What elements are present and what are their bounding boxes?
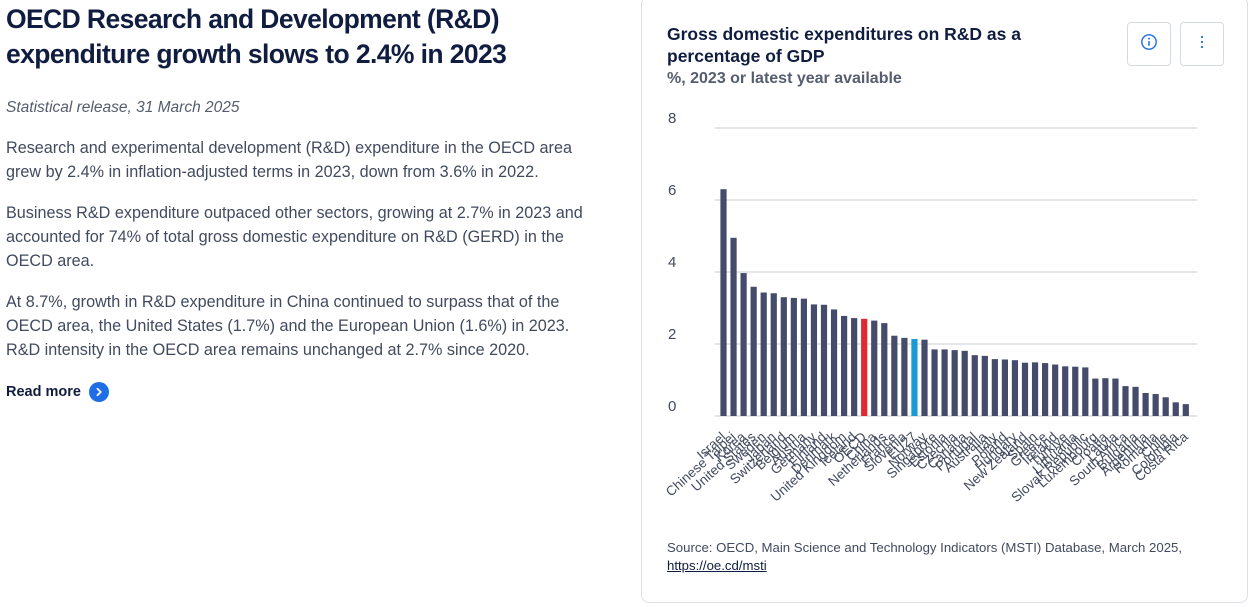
bar-luxembourg xyxy=(1092,378,1099,416)
bar-france xyxy=(891,335,898,416)
bar-lithuania xyxy=(1072,366,1079,416)
paragraph-2: Business R&D expenditure outpaced other … xyxy=(6,204,583,270)
source-text: Source: OECD, Main Science and Technolog… xyxy=(667,540,1183,555)
info-icon xyxy=(1140,33,1158,56)
bar-colombia xyxy=(1172,402,1179,416)
chevron-right-icon xyxy=(88,382,109,402)
bar-china xyxy=(871,320,878,416)
bar-sweden xyxy=(760,292,767,416)
info-button[interactable] xyxy=(1127,22,1171,66)
bar-chinese-taipei xyxy=(730,237,737,416)
bar-belgium xyxy=(790,297,797,416)
bar-denmark xyxy=(830,309,838,416)
bar-australia xyxy=(981,355,988,416)
bar-portugal xyxy=(971,355,978,416)
bar-new-zealand xyxy=(1021,362,1029,416)
bar-united-kingdom xyxy=(841,315,848,416)
y-tick-label: 4 xyxy=(668,254,676,271)
bar-singapore xyxy=(931,349,938,416)
vertical-ellipsis-icon xyxy=(1200,35,1204,54)
bar-italy xyxy=(991,359,998,416)
bar-austria xyxy=(800,298,807,416)
bar-romania xyxy=(1152,394,1159,416)
bar-hungary xyxy=(1011,360,1019,416)
bar-japan xyxy=(770,293,777,416)
bar-greece xyxy=(1042,363,1049,416)
y-tick-label: 8 xyxy=(668,110,676,127)
bar-latvia xyxy=(1112,378,1119,416)
bar-argentina xyxy=(1142,392,1149,416)
bar-ireland xyxy=(1052,364,1059,416)
y-tick-label: 6 xyxy=(668,182,676,199)
paragraph-1: Research and experimental development (R… xyxy=(6,139,572,181)
release-date: Statistical release, 31 March 2025 xyxy=(6,99,240,116)
chart-title: Gross domestic expenditures on R&D as a … xyxy=(667,24,1021,66)
y-tick-label: 2 xyxy=(668,326,676,343)
bar-estonia xyxy=(941,349,948,416)
bar-costa-rica xyxy=(1182,404,1189,416)
bar-switzerland xyxy=(780,297,787,416)
bar-oecd xyxy=(861,318,868,416)
bar-south-africa xyxy=(1122,386,1129,416)
bar-iceland xyxy=(851,318,858,416)
chart-source: Source: OECD, Main Science and Technolog… xyxy=(667,539,1212,575)
bar-turkiye xyxy=(1062,366,1069,416)
article: OECD Research and Development (R&D) expe… xyxy=(6,2,606,402)
bar-norway xyxy=(921,339,928,416)
bar-netherlands xyxy=(881,323,888,416)
chart-card: Gross domestic expenditures on R&D as a … xyxy=(641,0,1248,603)
read-more-link[interactable]: Read more xyxy=(6,382,606,402)
bar-finland xyxy=(820,304,828,416)
bar-canada xyxy=(961,350,968,416)
bar-chile xyxy=(1162,397,1169,416)
read-more-label: Read more xyxy=(6,384,81,400)
more-options-button[interactable] xyxy=(1180,22,1224,66)
paragraph-3: At 8.7%, growth in R&D expenditure in Ch… xyxy=(6,293,570,359)
bar-united-states xyxy=(750,286,757,416)
bar-germany xyxy=(810,304,818,416)
bar-slovak-republic xyxy=(1082,367,1089,416)
page-title: OECD Research and Development (R&D) expe… xyxy=(6,4,507,69)
bar-korea xyxy=(740,273,747,416)
source-link[interactable]: https://oe.cd/msti xyxy=(667,558,767,573)
bar-israel xyxy=(720,189,727,416)
bar-croatia xyxy=(1102,378,1109,416)
bar-poland xyxy=(1001,359,1008,416)
y-tick-label: 0 xyxy=(668,398,676,415)
bar-bulgaria xyxy=(1132,386,1139,416)
chart-subtitle: %, 2023 or latest year available xyxy=(667,70,902,87)
bar-eu27 xyxy=(911,338,918,416)
bar-slovenia xyxy=(901,337,908,416)
bar-czechia xyxy=(951,350,958,416)
bar-spain xyxy=(1031,362,1039,416)
